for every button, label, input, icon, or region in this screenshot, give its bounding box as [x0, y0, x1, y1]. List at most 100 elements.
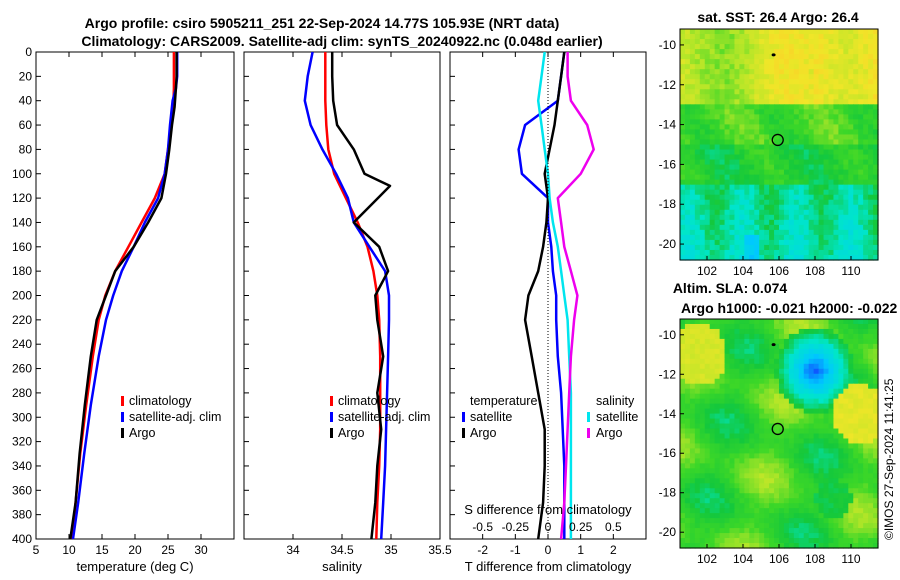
heatmap-cell	[848, 169, 854, 176]
heatmap-cell	[764, 84, 770, 90]
heatmap-cell	[823, 428, 830, 435]
heatmap-cell	[734, 363, 740, 370]
heatmap-cell	[729, 39, 736, 45]
heatmap-cell	[798, 478, 805, 484]
heatmap-cell	[843, 413, 849, 420]
heatmap-cell	[868, 333, 874, 340]
heatmap-cell	[694, 44, 701, 50]
heatmap-cell	[823, 468, 830, 474]
heatmap-cell	[803, 214, 810, 221]
heatmap-cell	[744, 483, 750, 489]
heatmap-cell	[709, 159, 716, 166]
heatmap-cell	[848, 448, 854, 455]
heatmap-cell	[833, 184, 839, 191]
heatmap-cell	[754, 229, 760, 236]
heatmap-cell	[863, 398, 869, 405]
heatmap-cell	[868, 149, 874, 156]
heatmap-cell	[868, 338, 874, 345]
heatmap-cell	[868, 204, 874, 211]
heatmap-cell	[739, 383, 745, 390]
heatmap-cell	[709, 498, 716, 504]
heatmap-cell	[769, 174, 775, 181]
heatmap-cell	[833, 124, 839, 131]
heatmap-cell	[744, 114, 750, 120]
heatmap-cell	[769, 423, 775, 430]
heatmap-cell	[798, 443, 805, 450]
heatmap-cell	[754, 219, 760, 226]
heatmap-cell	[798, 473, 805, 479]
heatmap-cell	[749, 179, 755, 186]
heatmap-cell	[689, 164, 696, 171]
heatmap-cell	[848, 244, 854, 251]
heatmap-cell	[754, 44, 760, 50]
heatmap-cell	[853, 523, 859, 529]
heatmap-cell	[798, 348, 805, 355]
heatmap-cell	[793, 119, 800, 126]
heatmap-cell	[719, 398, 726, 405]
heatmap-cell	[798, 174, 805, 181]
heatmap-cell	[754, 473, 760, 479]
heatmap-cell	[828, 144, 835, 151]
heatmap-cell	[783, 358, 790, 365]
heatmap-cell	[749, 518, 755, 524]
heatmap-cell	[739, 403, 745, 410]
heatmap-cell	[838, 513, 844, 519]
sla-map-title: Altim. SLA: 0.074	[673, 280, 788, 296]
heatmap-cell	[848, 403, 854, 410]
heatmap-cell	[858, 104, 864, 110]
heatmap-cell	[689, 368, 696, 375]
heatmap-cell	[798, 109, 805, 115]
heatmap-cell	[769, 533, 775, 539]
heatmap-cell	[833, 353, 839, 360]
heatmap-cell	[694, 199, 701, 206]
heatmap-cell	[813, 483, 820, 489]
heatmap-cell	[843, 518, 849, 524]
heatmap-cell	[853, 229, 859, 236]
heatmap-cell	[739, 244, 745, 251]
heatmap-cell	[863, 358, 869, 365]
heatmap-cell	[808, 209, 815, 216]
heatmap-cell	[783, 234, 790, 241]
heatmap-cell	[699, 533, 706, 539]
heatmap-cell	[813, 164, 820, 171]
heatmap-cell	[863, 79, 869, 85]
heatmap-cell	[853, 59, 859, 65]
heatmap-cell	[739, 393, 745, 400]
heatmap-cell	[803, 39, 810, 45]
heatmap-cell	[808, 358, 815, 365]
heatmap-cell	[808, 458, 815, 464]
legend-swatch-t-argo	[462, 428, 465, 438]
heatmap-cell	[719, 159, 726, 166]
heatmap-cell	[798, 378, 805, 385]
heatmap-cell	[759, 488, 765, 494]
heatmap-cell	[724, 403, 731, 410]
heatmap-cell	[813, 114, 820, 120]
heatmap-cell	[813, 528, 820, 534]
heatmap-cell	[749, 129, 755, 136]
heatmap-cell	[689, 398, 696, 405]
heatmap-cell	[779, 473, 785, 479]
heatmap-cell	[853, 159, 859, 166]
heatmap-cell	[848, 49, 854, 55]
heatmap-cell	[739, 368, 745, 375]
legend-swatch-climatology	[121, 396, 124, 406]
heatmap-cell	[823, 139, 830, 146]
heatmap-cell	[823, 388, 830, 395]
heatmap-cell	[739, 458, 745, 464]
heatmap-cell	[788, 423, 795, 430]
heatmap-cell	[823, 443, 830, 450]
y-tick-label: 0	[25, 45, 32, 59]
heatmap-cell	[803, 493, 810, 499]
heatmap-cell	[719, 94, 726, 100]
heatmap-cell	[808, 139, 815, 146]
heatmap-cell	[838, 54, 844, 60]
heatmap-cell	[803, 538, 810, 544]
heatmap-cell	[853, 219, 859, 226]
heatmap-cell	[798, 333, 805, 340]
heatmap-cell	[828, 254, 835, 261]
heatmap-cell	[734, 413, 740, 420]
heatmap-cell	[813, 159, 820, 166]
heatmap-cell	[808, 59, 815, 65]
heatmap-cell	[783, 79, 790, 85]
heatmap-cell	[838, 204, 844, 211]
